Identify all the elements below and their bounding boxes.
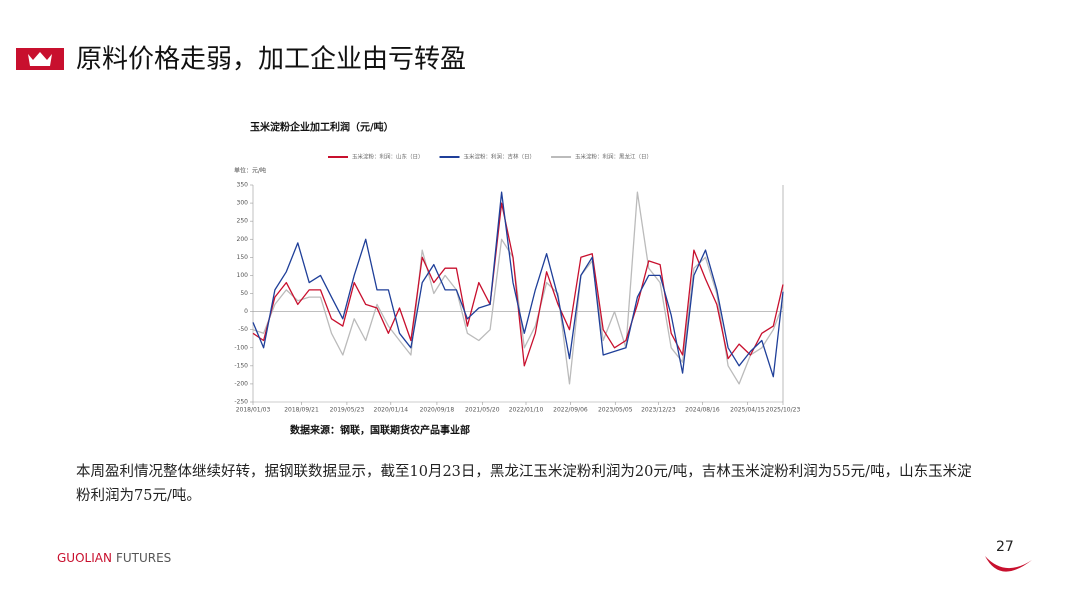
y-tick-label: -100 bbox=[234, 344, 248, 351]
brand-a: GUOLIAN bbox=[57, 551, 112, 565]
series-line bbox=[252, 202, 784, 367]
y-tick-label: 300 bbox=[237, 200, 249, 207]
crown-icon bbox=[28, 52, 52, 66]
legend-label: 玉米淀粉：利润：山东（日） bbox=[352, 153, 424, 161]
legend-label: 玉米淀粉：利润：吉林（日） bbox=[464, 153, 536, 161]
x-tick-label: 2023/05/05 bbox=[598, 407, 633, 414]
y-tick-label: -250 bbox=[234, 399, 248, 406]
y-tick-label: -50 bbox=[238, 326, 248, 333]
slide-title: 原料价格走弱，加工企业由亏转盈 bbox=[76, 45, 466, 75]
chart: -250 -200 -150 -100 -50 0 50 100 150 200 250 300 350… bbox=[234, 153, 800, 414]
y-tick-label: 150 bbox=[237, 254, 249, 261]
y-tick-label: -200 bbox=[234, 380, 248, 387]
source-note: 数据来源：钢联，国联期货农产品事业部 bbox=[290, 424, 470, 437]
series-line bbox=[252, 191, 784, 385]
x-tick-label: 2019/05/23 bbox=[330, 407, 365, 414]
x-tick-label: 2022/01/10 bbox=[509, 407, 544, 414]
x-tick-label: 2023/12/23 bbox=[641, 407, 676, 414]
x-tick-label: 2018/09/21 bbox=[284, 407, 319, 414]
y-tick-label: 350 bbox=[237, 182, 249, 189]
x-tick-label: 2025/10/23 bbox=[766, 407, 801, 414]
x-tick-label: 2025/04/15 bbox=[730, 407, 765, 414]
y-tick-label: 0 bbox=[244, 308, 248, 315]
x-tick-label: 2020/09/18 bbox=[420, 407, 455, 414]
y-tick-label: 200 bbox=[237, 236, 249, 243]
x-tick-label: 2020/01/14 bbox=[374, 407, 409, 414]
legend-label: 玉米淀粉：利润：黑龙江（日） bbox=[575, 153, 652, 161]
footer-brand: GUOLIAN FUTURES bbox=[57, 551, 171, 565]
y-tick-label: 250 bbox=[237, 218, 249, 225]
footer-swoosh bbox=[985, 556, 1032, 572]
brand-b: FUTURES bbox=[116, 551, 171, 565]
x-tick-label: 2018/01/03 bbox=[236, 407, 271, 414]
x-tick-label: 2021/05/20 bbox=[465, 407, 500, 414]
unit-label: 单位：元/吨 bbox=[234, 167, 266, 175]
y-tick-label: 100 bbox=[237, 272, 249, 279]
body-text: 本周盈利情况整体继续好转，据钢联数据显示，截至10月23日，黑龙江玉米淀粉利润为… bbox=[76, 464, 972, 504]
chart-title: 玉米淀粉企业加工利润（元/吨） bbox=[250, 121, 394, 134]
x-tick-label: 2022/09/06 bbox=[553, 407, 588, 414]
y-tick-label: 50 bbox=[240, 290, 248, 297]
page-number: 27 bbox=[996, 539, 1014, 555]
x-tick-label: 2024/08/16 bbox=[685, 407, 720, 414]
series-line bbox=[252, 191, 784, 378]
y-tick-label: -150 bbox=[234, 362, 248, 369]
